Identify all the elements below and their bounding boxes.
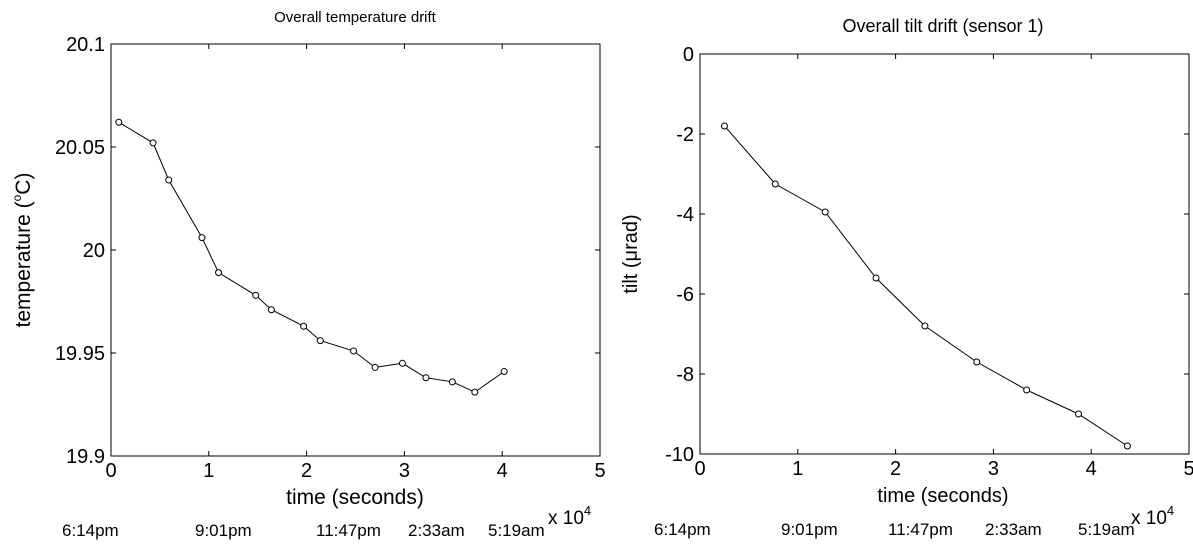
temperature-y-tick-label: 19.9 (66, 446, 105, 468)
tilt-x-tick-label: 1 (792, 458, 803, 480)
tilt-data-point (1023, 386, 1031, 394)
tilt-x-tick-label: 4 (1086, 458, 1097, 480)
temperature-y-tick-label: 20.1 (66, 34, 105, 56)
temperature-data-point (252, 291, 260, 299)
tilt-y-ticks: 0 -2 -4 -6 -8 -10 (665, 44, 1189, 466)
temperature-x-multiplier-base: x 10 (548, 508, 584, 529)
temperature-chart: Overall temperature drift 19.919.952020.… (10, 9, 606, 540)
temperature-series-line (118, 121, 505, 393)
temperature-y-tick-label: 20.05 (55, 137, 105, 159)
tilt-x-multiplier-base: x 10 (1131, 508, 1167, 529)
temperature-data-point (215, 269, 223, 277)
tilt-data-point (720, 122, 728, 130)
temperature-data-point (267, 306, 275, 314)
temperature-clock-label: 5:19am (488, 521, 545, 540)
tilt-y-tick-label: -4 (676, 204, 694, 226)
tilt-clock-label: 11:47pm (888, 520, 953, 539)
tilt-data-point (1123, 442, 1131, 450)
tilt-data-point (872, 274, 880, 282)
temperature-x-tick-label: 2 (301, 460, 312, 482)
temperature-x-ticks: 0 1 2 3 4 5 (105, 44, 606, 482)
temperature-data-point (115, 118, 123, 126)
temperature-y-tick-label: 19.95 (55, 343, 105, 365)
tilt-data-point (821, 208, 829, 216)
tilt-data-point (771, 180, 779, 188)
temperature-x-tick-label: 0 (105, 460, 116, 482)
tilt-x-axis-label: time (seconds) (877, 485, 1008, 507)
temperature-y-label-unit: C) (12, 173, 35, 195)
temperature-y-axis-label: temperature (oC) (10, 173, 35, 328)
temperature-data-point (316, 337, 324, 345)
temperature-x-multiplier: x 104 (548, 503, 591, 529)
tilt-y-tick-label: 0 (683, 44, 694, 66)
temperature-data-point (350, 347, 358, 355)
tilt-data-point (973, 358, 981, 366)
temperature-x-axis-label: time (seconds) (286, 486, 424, 509)
tilt-clock-label: 2:33am (985, 520, 1042, 539)
tilt-y-tick-label: -8 (676, 364, 694, 386)
temperature-data-point (500, 368, 508, 376)
temperature-x-tick-label: 4 (497, 460, 508, 482)
tilt-x-tick-label: 0 (694, 458, 705, 480)
tilt-x-tick-label: 2 (890, 458, 901, 480)
temperature-y-tick-label: 20 (83, 240, 105, 262)
temperature-data-point (198, 234, 206, 242)
tilt-plot-frame (699, 53, 1190, 455)
tilt-clock-label: 6:14pm (654, 520, 711, 539)
tilt-chart: Overall tilt drift (sensor 1) 0 -2 -4 -6 -8 -… (620, 16, 1193, 539)
tilt-y-axis-label: tilt (μrad) (620, 214, 642, 293)
temperature-data-point (149, 139, 157, 147)
tilt-x-tick-label: 3 (988, 458, 999, 480)
tilt-x-multiplier: x 104 (1131, 503, 1174, 529)
temperature-data-point (300, 322, 308, 330)
tilt-data-point (1074, 410, 1082, 418)
tilt-y-tick-label: -2 (676, 124, 694, 146)
temperature-data-point (422, 374, 430, 382)
temperature-x-tick-label: 1 (203, 460, 214, 482)
temperature-clock-label: 2:33am (408, 521, 465, 540)
temperature-data-point (471, 388, 479, 396)
tilt-data-point (921, 322, 929, 330)
tilt-x-multiplier-exp: 4 (1167, 503, 1174, 518)
temperature-data-point (165, 176, 173, 184)
temperature-data-point (371, 363, 379, 371)
temperature-chart-title: Overall temperature drift (274, 9, 437, 26)
temperature-x-multiplier-exp: 4 (584, 503, 591, 518)
temperature-x-tick-label: 3 (399, 460, 410, 482)
tilt-series-line (724, 125, 1128, 447)
tilt-clock-labels: 6:14pm 9:01pm 11:47pm 2:33am 5:19am (654, 520, 1135, 539)
tilt-x-tick-label: 5 (1183, 458, 1193, 480)
tilt-series (720, 122, 1131, 450)
temperature-clock-label: 9:01pm (195, 521, 252, 540)
temperature-y-label-degree: o (10, 194, 24, 201)
temperature-clock-labels: 6:14pm 9:01pm 11:47pm 2:33am 5:19am (62, 521, 545, 540)
tilt-clock-label: 5:19am (1078, 520, 1135, 539)
tilt-y-tick-label: -6 (676, 284, 694, 306)
temperature-clock-label: 6:14pm (62, 521, 119, 540)
temperature-plot-frame (110, 43, 601, 457)
tilt-x-ticks: 0 1 2 3 4 5 (694, 54, 1193, 480)
tilt-clock-label: 9:01pm (781, 520, 838, 539)
temperature-y-ticks: 19.9 19.95 20 20.05 20.1 (55, 34, 600, 468)
temperature-y-label-main: temperature ( (12, 201, 35, 327)
tilt-chart-title: Overall tilt drift (sensor 1) (842, 16, 1043, 36)
temperature-x-tick-label: 5 (594, 460, 605, 482)
temperature-clock-label: 11:47pm (316, 521, 381, 540)
tilt-y-tick-label: -10 (665, 444, 694, 466)
temperature-series (115, 118, 508, 396)
temperature-data-point (398, 359, 406, 367)
temperature-data-point (448, 378, 456, 386)
